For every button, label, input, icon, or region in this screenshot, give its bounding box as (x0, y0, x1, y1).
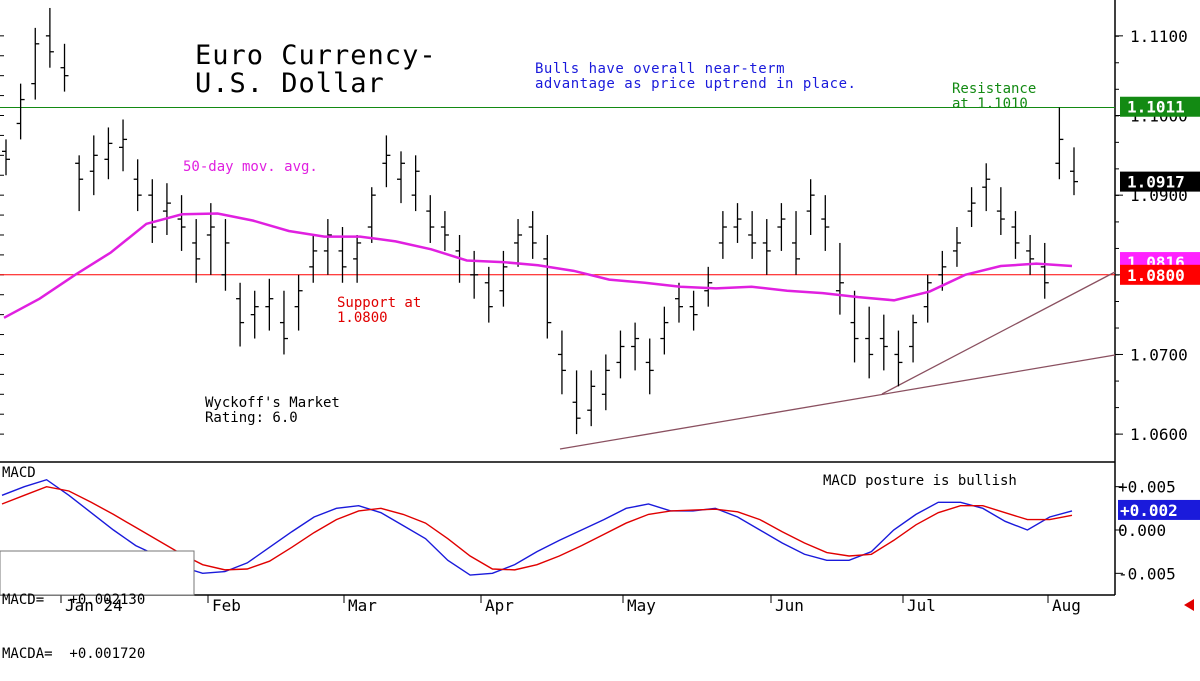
moving-average-line (3, 212, 1073, 319)
bulls-annotation: Bulls have overall near-term advantage a… (535, 61, 857, 92)
macd-y-tick-label: -0.005 (1118, 564, 1176, 583)
macd-y-tick-label: +0.005 (1118, 478, 1176, 497)
macd-posture-annotation: MACD posture is bullish (823, 473, 1017, 489)
macd-readout: MACD= +0.002130 MACDA= +0.001720 (2, 555, 145, 681)
price-tag-label: 1.1011 (1127, 98, 1185, 117)
market-rating: Wyckoff's Market Rating: 6.0 (205, 395, 340, 426)
macd-value: MACD= +0.002130 (2, 592, 146, 608)
macd-tag-label: +0.002 (1120, 501, 1178, 520)
macd-tag-box (1118, 499, 1200, 520)
macd-panel-label: MACD (2, 465, 36, 481)
moving-average-label: 50-day mov. avg. (183, 159, 318, 175)
macda-value: MACDA= +0.001720 (2, 646, 146, 662)
price-tag-box (1120, 171, 1200, 192)
price-tag-box (1120, 264, 1200, 285)
x-tick-label: May (627, 596, 656, 615)
x-tick-label: Jun (775, 596, 804, 615)
red-arrow-icon (1184, 599, 1194, 611)
x-tick-label: Aug (1052, 596, 1081, 615)
y-tick-label: 1.0700 (1130, 345, 1188, 364)
x-tick-label: Apr (485, 596, 514, 615)
price-tag-label: 1.0917 (1127, 173, 1185, 192)
price-tag-label: 1.0800 (1127, 266, 1185, 285)
x-tick-label: Jan 24 (65, 596, 123, 615)
x-tick-label: Feb (212, 596, 241, 615)
price-tag-box (1120, 96, 1200, 117)
short-trendline (881, 271, 1116, 395)
support-annotation: Support at 1.0800 (337, 295, 422, 326)
x-tick-label: Jul (907, 596, 936, 615)
long-trendline (559, 354, 1116, 450)
macd-readout-box (0, 550, 195, 596)
resistance-annotation: Resistance at 1.1010 (952, 81, 1037, 112)
y-tick-label: 1.0600 (1130, 425, 1188, 444)
macd-y-tick-label: 0.000 (1118, 521, 1166, 540)
x-tick-label: Mar (348, 596, 377, 615)
chart-title: Euro Currency- U.S. Dollar (195, 40, 437, 100)
y-tick-label: 1.1100 (1130, 27, 1188, 46)
euro-dollar-chart: 1.06001.07001.08001.09001.10001.1100Jan … (0, 0, 1200, 615)
